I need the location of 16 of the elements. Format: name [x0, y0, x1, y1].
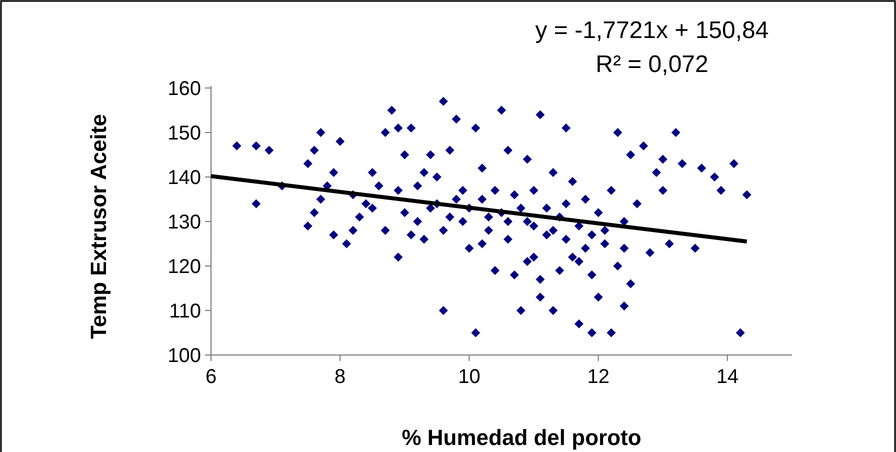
- y-axis-title: Temp Extrusor Aceite: [86, 114, 111, 339]
- y-tick-label: 120: [168, 256, 201, 278]
- y-tick-label: 150: [168, 122, 201, 144]
- x-tick-label: 14: [716, 366, 739, 388]
- x-tick-label: 12: [587, 366, 610, 388]
- x-tick-label: 10: [458, 366, 480, 388]
- x-axis-title: % Humedad del poroto: [402, 425, 642, 450]
- y-tick-label: 100: [168, 345, 201, 367]
- y-tick-label: 160: [168, 78, 201, 100]
- y-tick-label: 140: [168, 167, 201, 189]
- y-tick-label: 110: [169, 300, 201, 322]
- y-tick-label: 130: [168, 212, 201, 234]
- text: R² = 0,072: [596, 51, 708, 78]
- x-tick-label: 8: [334, 366, 346, 388]
- text: y = -1,7721x + 150,84: [535, 17, 769, 44]
- x-tick-label: 6: [205, 366, 217, 388]
